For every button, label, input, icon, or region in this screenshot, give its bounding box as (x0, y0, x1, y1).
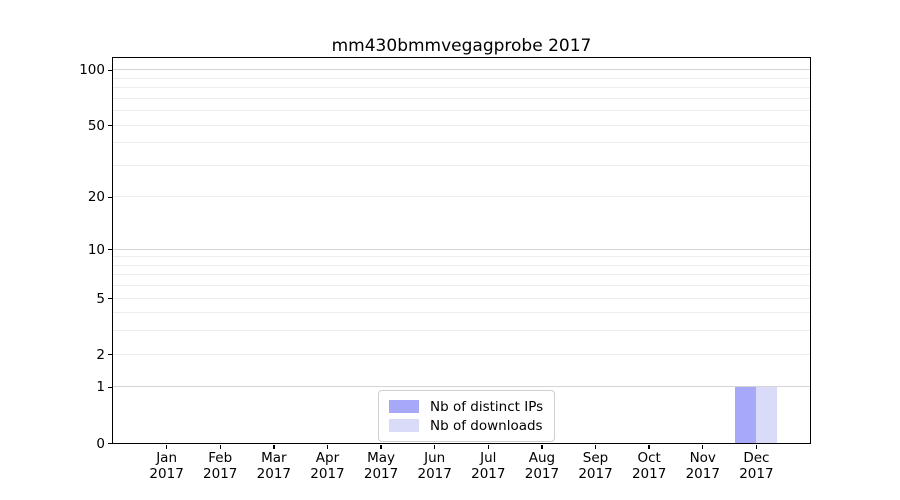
y-tick-mark (108, 442, 113, 445)
y-tick-label: 1 (96, 379, 105, 396)
y-tick-mark (108, 69, 113, 72)
x-tick-mark (433, 444, 436, 449)
y-tick-mark (108, 386, 113, 389)
bar-distinct-ips (734, 386, 756, 443)
x-tick-label-line: 2017 (685, 465, 720, 482)
x-tick-label-line: 2017 (631, 465, 667, 482)
x-tick-label: Sep 2017 (564, 450, 628, 482)
x-tick-mark (219, 444, 221, 449)
minor-gridline (112, 164, 810, 166)
x-tick-mark (380, 444, 382, 449)
x-tick-label-line: 2017 (524, 465, 560, 482)
x-tick-label-line: 2017 (149, 465, 184, 482)
x-tick-mark (648, 444, 650, 449)
x-tick-mark (702, 444, 704, 449)
x-tick-label-line: Mar (261, 450, 287, 466)
legend-entry-downloads: Nb of downloads (389, 416, 543, 435)
x-tick-label-line: Sep (582, 450, 609, 466)
minor-gridline (112, 353, 810, 355)
x-tick-label-line: Oct (637, 450, 661, 466)
x-tick-label: Nov 2017 (671, 450, 735, 482)
y-tick-mark (108, 297, 113, 300)
y-tick-mark (108, 353, 113, 356)
x-tick-label: Jan 2017 (135, 450, 199, 482)
bar-downloads (755, 386, 777, 443)
x-tick-label: Mar 2017 (242, 450, 306, 482)
x-tick-label-line: Apr (315, 450, 340, 466)
legend-entry-distinct-ips: Nb of distinct IPs (389, 397, 543, 416)
x-tick-label: Jul 2017 (456, 450, 520, 482)
x-tick-label-line: Nov (689, 450, 716, 466)
x-tick-label-line: Jul (480, 450, 497, 466)
y-tick-label: 5 (96, 290, 105, 307)
legend-label-distinct-ips: Nb of distinct IPs (430, 398, 544, 415)
minor-gridline (112, 297, 810, 299)
x-tick-label-line: 2017 (363, 465, 399, 482)
x-tick-label: Oct 2017 (617, 450, 681, 482)
chart-title: mm430bmmvegagprobe 2017 (331, 36, 592, 56)
x-tick-label-line: 2017 (417, 465, 452, 482)
minor-gridline (112, 312, 810, 314)
y-tick-mark (108, 196, 113, 199)
x-tick-mark (755, 444, 758, 449)
x-tick-label: Dec 2017 (724, 450, 788, 482)
x-tick-label: May 2017 (349, 450, 413, 482)
minor-gridline (112, 285, 810, 287)
x-tick-label: Jun 2017 (403, 450, 467, 482)
x-tick-label: Apr 2017 (295, 450, 359, 482)
minor-gridline (112, 124, 810, 126)
x-tick-label-line: Jan (156, 450, 178, 466)
x-tick-label-line: Dec (743, 450, 770, 466)
y-tick-label: 20 (87, 189, 105, 206)
legend-swatch-distinct-ips (389, 400, 419, 413)
legend-label-downloads: Nb of downloads (430, 417, 543, 434)
minor-gridline (112, 87, 810, 89)
y-tick-mark (108, 124, 113, 127)
x-tick-mark (541, 444, 543, 449)
plot-area (111, 57, 811, 444)
x-tick-label-line: Aug (528, 450, 556, 466)
minor-gridline (112, 256, 810, 258)
minor-gridline (112, 97, 810, 99)
x-tick-mark (273, 444, 275, 449)
x-tick-label-line: Jun (424, 450, 446, 466)
major-gridline (112, 248, 810, 250)
minor-gridline (112, 274, 810, 276)
y-tick-label: 50 (87, 117, 105, 134)
x-tick-label-line: 2017 (310, 465, 345, 482)
x-tick-label-line: 2017 (203, 465, 238, 482)
x-tick-mark (165, 444, 168, 449)
y-tick-label: 100 (79, 62, 105, 79)
legend-swatch-downloads (389, 419, 419, 432)
x-tick-label-line: 2017 (578, 465, 613, 482)
x-tick-label-line: 2017 (256, 465, 292, 482)
minor-gridline (112, 142, 810, 144)
y-tick-label: 10 (87, 241, 105, 258)
legend: Nb of distinct IPs Nb of downloads (378, 390, 556, 442)
x-tick-label: Feb 2017 (188, 450, 252, 482)
minor-gridline (112, 264, 810, 266)
x-tick-label: Aug 2017 (510, 450, 574, 482)
y-tick-mark (108, 248, 113, 251)
x-tick-mark (594, 444, 597, 449)
major-gridline (112, 69, 810, 71)
x-tick-label-line: Feb (208, 450, 233, 466)
minor-gridline (112, 330, 810, 332)
minor-gridline (112, 77, 810, 79)
x-tick-mark (326, 444, 329, 449)
major-gridline (112, 386, 810, 388)
x-tick-label-line: 2017 (739, 465, 774, 482)
y-tick-label: 0 (96, 435, 105, 452)
x-tick-label-line: 2017 (471, 465, 506, 482)
x-tick-mark (487, 444, 489, 449)
y-tick-label: 2 (96, 346, 105, 363)
minor-gridline (112, 110, 810, 112)
minor-gridline (112, 196, 810, 198)
x-tick-label-line: May (367, 450, 396, 466)
